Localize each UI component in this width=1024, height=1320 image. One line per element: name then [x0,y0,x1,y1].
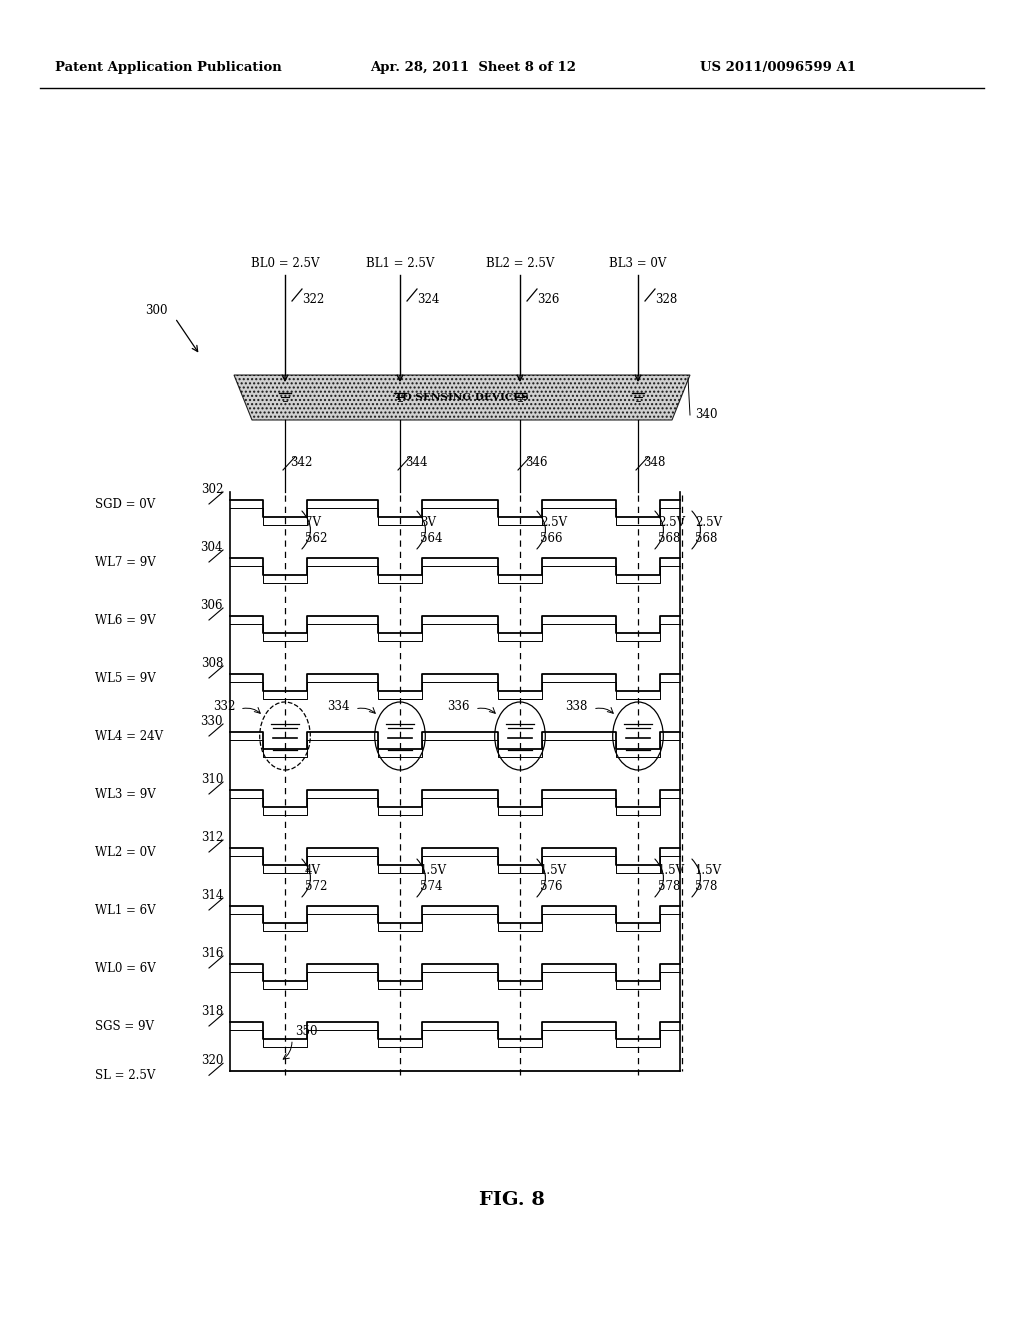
Text: 1.5V: 1.5V [658,863,685,876]
Text: 334: 334 [328,700,350,713]
Text: 4V: 4V [305,863,321,876]
Text: 302: 302 [201,483,223,496]
Text: 320: 320 [201,1055,223,1068]
Text: 332: 332 [213,700,234,713]
Text: 308: 308 [201,657,223,671]
Text: 348: 348 [643,455,666,469]
Text: BL1 = 2.5V: BL1 = 2.5V [366,257,434,271]
Text: 1.5V: 1.5V [420,863,447,876]
Text: 310: 310 [201,774,223,785]
Text: 2.5V: 2.5V [658,516,685,528]
Text: 578: 578 [695,879,718,892]
Polygon shape [234,375,690,420]
Text: 322: 322 [302,293,325,306]
Text: 326: 326 [537,293,559,306]
Text: 346: 346 [525,455,548,469]
Text: 338: 338 [565,700,588,713]
Text: US 2011/0096599 A1: US 2011/0096599 A1 [700,62,856,74]
Text: 306: 306 [201,599,223,612]
Text: WL3 = 9V: WL3 = 9V [95,788,156,800]
Text: 576: 576 [540,879,562,892]
Text: 324: 324 [417,293,439,306]
Text: FIG. 8: FIG. 8 [479,1191,545,1209]
Text: 316: 316 [201,946,223,960]
Text: 2.5V: 2.5V [695,516,722,528]
Text: BL3 = 0V: BL3 = 0V [609,257,667,271]
Text: 1.5V: 1.5V [540,863,567,876]
Text: WL4 = 24V: WL4 = 24V [95,730,163,742]
Text: 318: 318 [201,1005,223,1018]
Text: WL2 = 0V: WL2 = 0V [95,846,156,858]
Text: 328: 328 [655,293,677,306]
Text: 312: 312 [201,832,223,843]
Text: 336: 336 [447,700,470,713]
Text: 568: 568 [658,532,680,544]
Text: 350: 350 [295,1024,317,1038]
Text: 7V: 7V [305,516,321,528]
Text: 568: 568 [695,532,718,544]
Text: TO SENSING DEVICES: TO SENSING DEVICES [395,393,528,403]
Text: 304: 304 [201,541,223,554]
Text: SGS = 9V: SGS = 9V [95,1019,154,1032]
Text: WL6 = 9V: WL6 = 9V [95,614,156,627]
Text: 300: 300 [145,304,168,317]
Text: 564: 564 [420,532,442,544]
Text: 3V: 3V [420,516,436,528]
Text: 340: 340 [695,408,718,421]
Text: 314: 314 [201,888,223,902]
Text: Apr. 28, 2011  Sheet 8 of 12: Apr. 28, 2011 Sheet 8 of 12 [370,62,575,74]
Text: SL = 2.5V: SL = 2.5V [95,1069,156,1082]
Text: 2.5V: 2.5V [540,516,567,528]
Text: WL0 = 6V: WL0 = 6V [95,961,156,974]
Text: SGD = 0V: SGD = 0V [95,498,156,511]
Text: 342: 342 [290,455,312,469]
Text: Patent Application Publication: Patent Application Publication [55,62,282,74]
Text: 1.5V: 1.5V [695,863,722,876]
Text: WL5 = 9V: WL5 = 9V [95,672,156,685]
Text: WL7 = 9V: WL7 = 9V [95,556,156,569]
Text: WL1 = 6V: WL1 = 6V [95,903,156,916]
Text: 562: 562 [305,532,328,544]
Text: 572: 572 [305,879,328,892]
Text: 566: 566 [540,532,562,544]
Text: 578: 578 [658,879,680,892]
Text: 574: 574 [420,879,442,892]
Text: 330: 330 [201,715,223,729]
Text: BL0 = 2.5V: BL0 = 2.5V [251,257,319,271]
Text: 344: 344 [406,455,427,469]
Text: BL2 = 2.5V: BL2 = 2.5V [485,257,554,271]
